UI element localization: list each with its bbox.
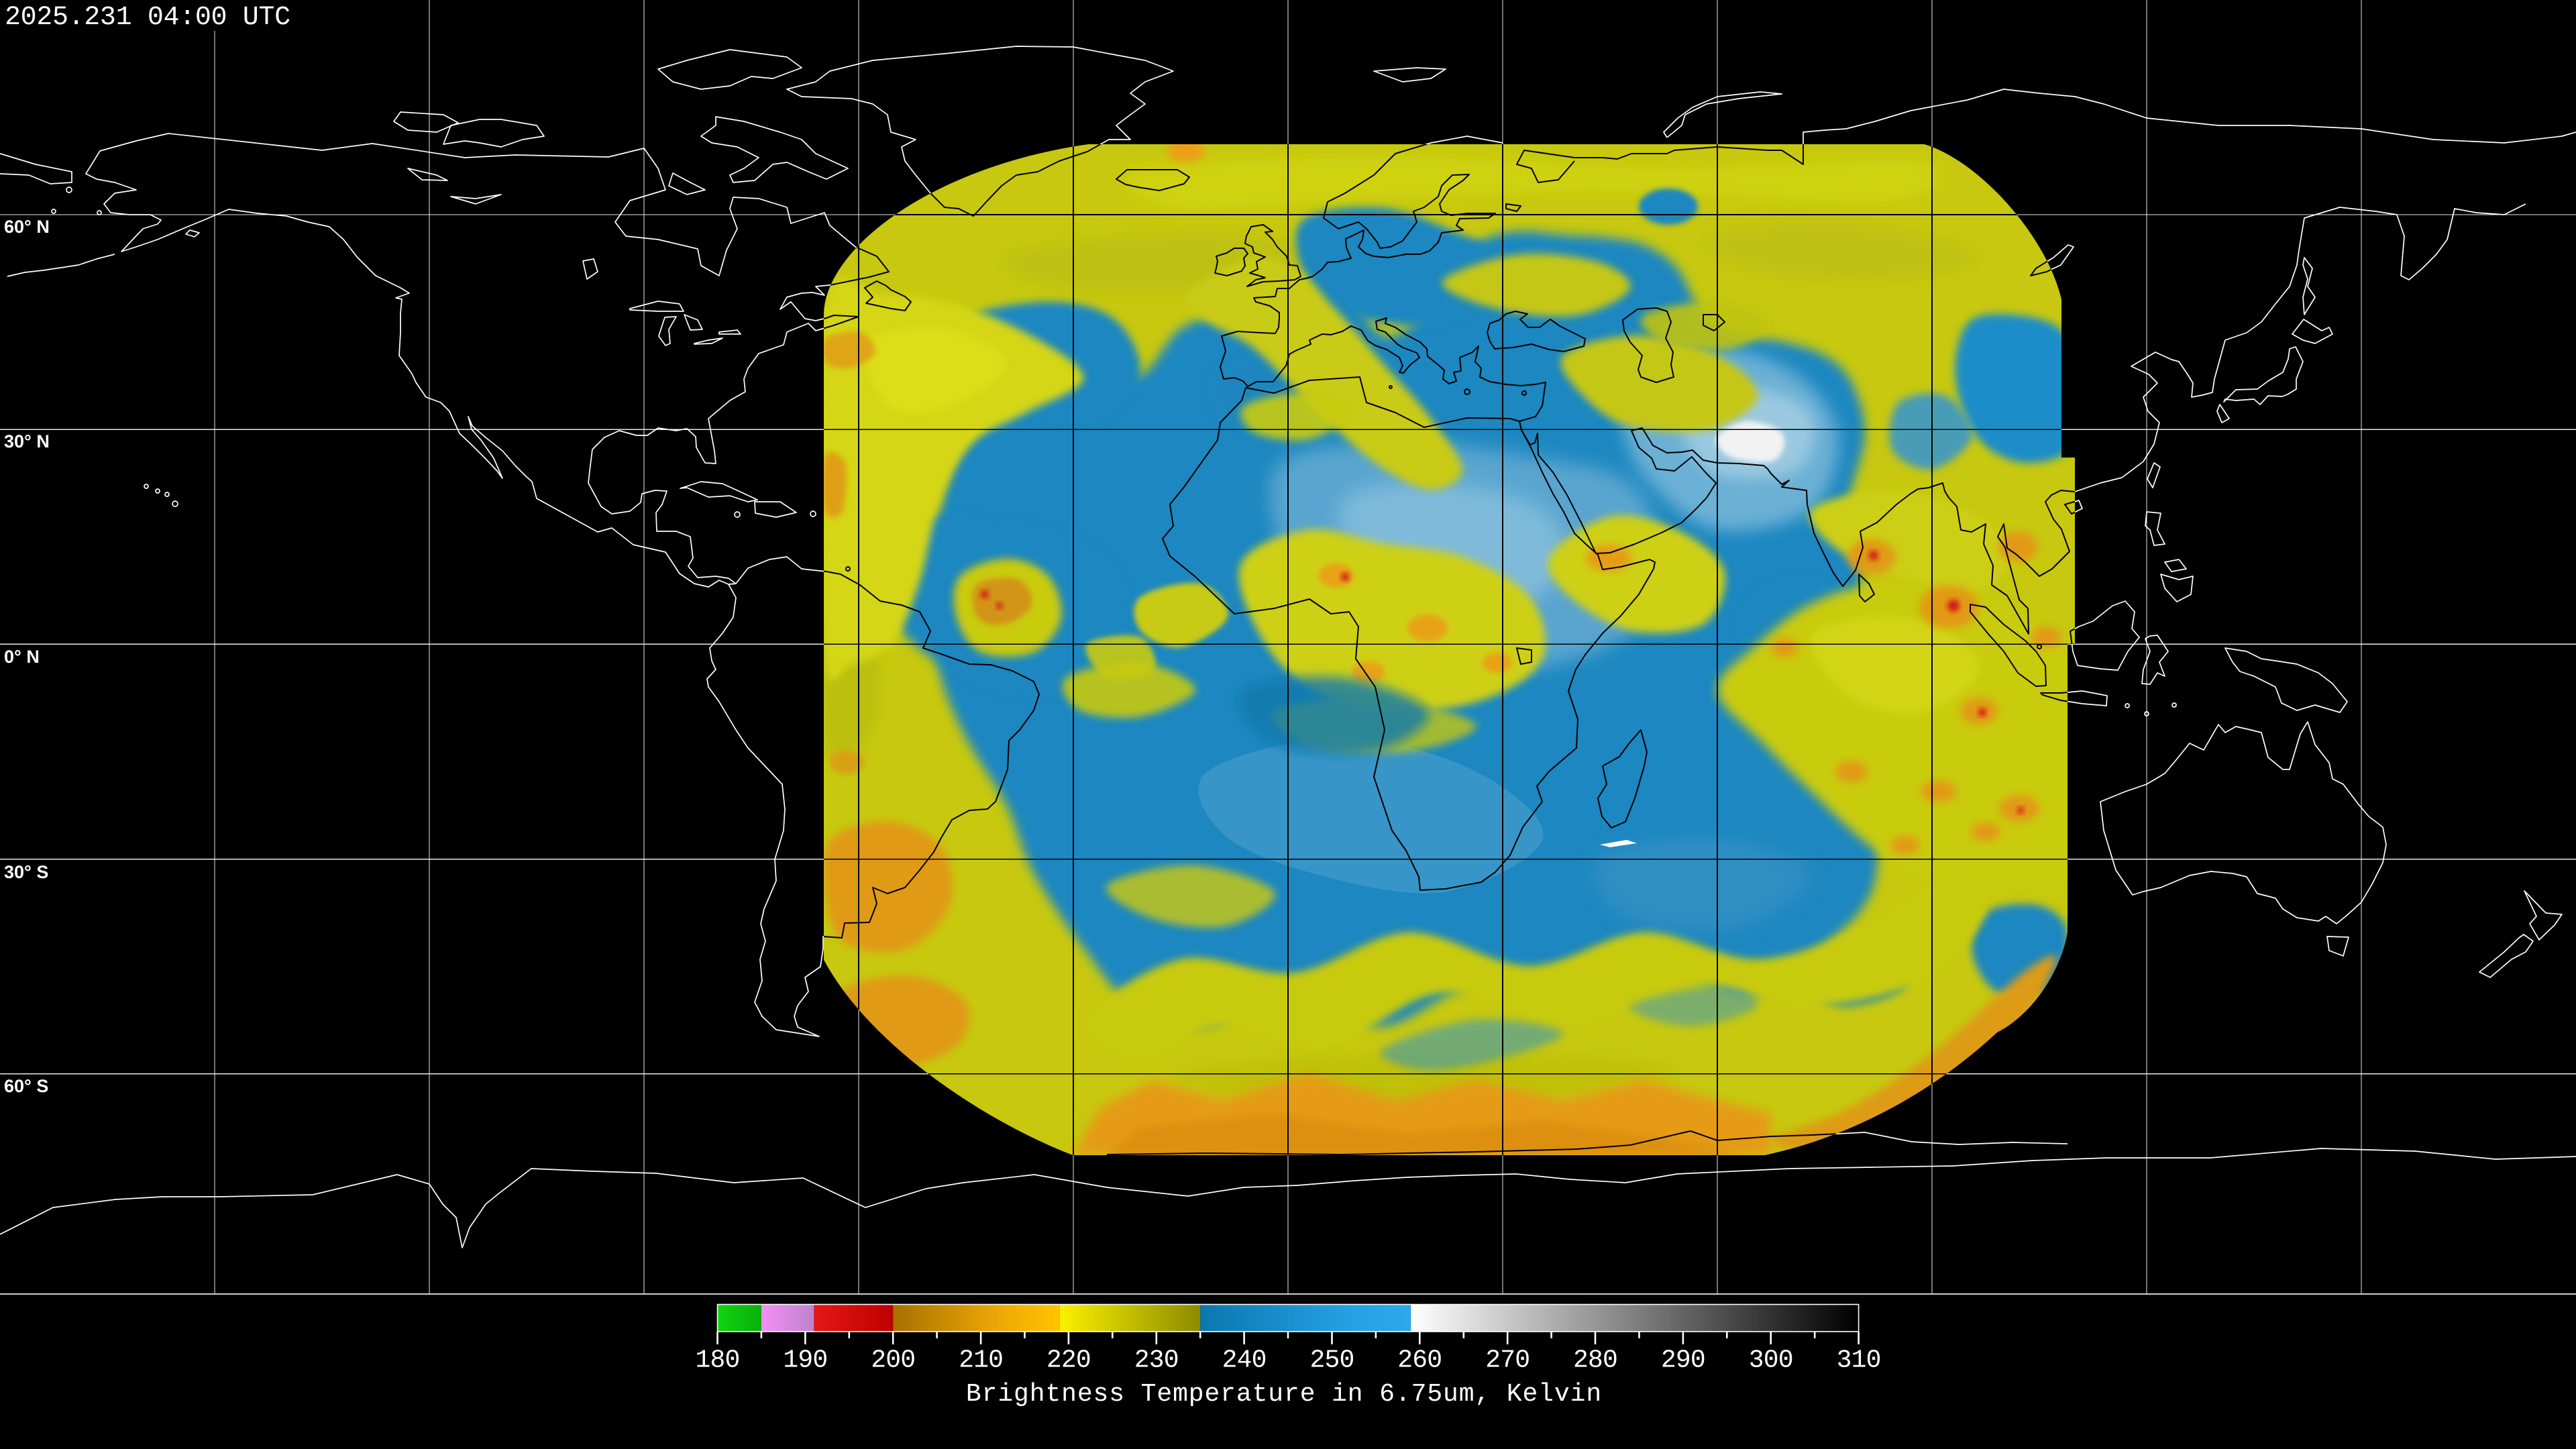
svg-text:Brightness Temperature in 6.75: Brightness Temperature in 6.75um, Kelvin bbox=[966, 1380, 1602, 1409]
svg-text:310: 310 bbox=[1837, 1346, 1881, 1375]
svg-text:0° N: 0° N bbox=[4, 647, 40, 667]
svg-text:200: 200 bbox=[871, 1346, 915, 1375]
svg-text:190: 190 bbox=[783, 1346, 827, 1375]
svg-text:210: 210 bbox=[959, 1346, 1003, 1375]
svg-text:230: 230 bbox=[1134, 1346, 1179, 1375]
svg-text:240: 240 bbox=[1222, 1346, 1267, 1375]
svg-text:30° N: 30° N bbox=[4, 431, 50, 451]
svg-text:250: 250 bbox=[1309, 1346, 1354, 1375]
svg-text:300: 300 bbox=[1749, 1346, 1793, 1375]
svg-text:30° S: 30° S bbox=[4, 862, 48, 882]
svg-text:290: 290 bbox=[1661, 1346, 1705, 1375]
svg-text:60° N: 60° N bbox=[4, 217, 50, 237]
svg-text:2025.231 04:00 UTC: 2025.231 04:00 UTC bbox=[5, 3, 290, 33]
svg-text:220: 220 bbox=[1046, 1346, 1091, 1375]
svg-text:260: 260 bbox=[1397, 1346, 1442, 1375]
svg-text:180: 180 bbox=[695, 1346, 739, 1375]
svg-text:270: 270 bbox=[1485, 1346, 1529, 1375]
svg-text:280: 280 bbox=[1573, 1346, 1617, 1375]
svg-text:60° S: 60° S bbox=[4, 1076, 48, 1096]
